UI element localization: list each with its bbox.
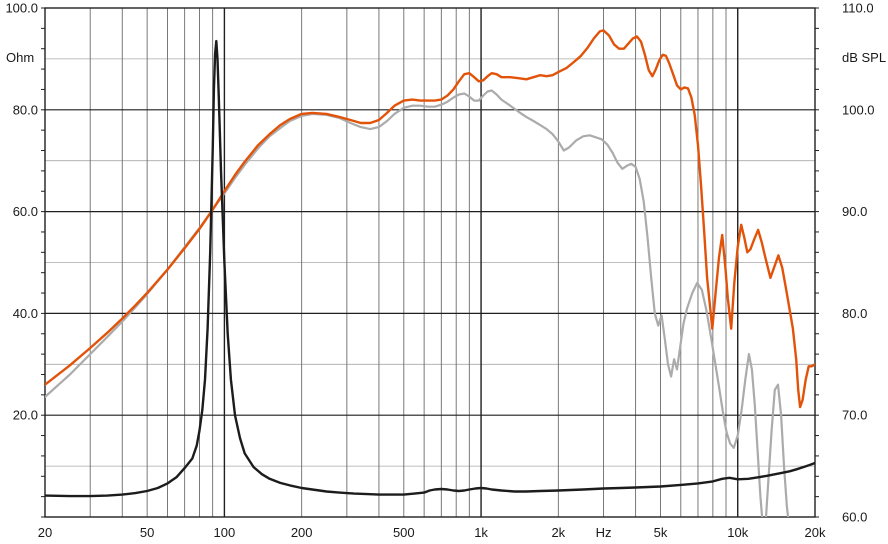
spl-primary-curve — [45, 29, 815, 409]
svg-text:60.0: 60.0 — [842, 510, 867, 525]
plot-border — [44, 7, 816, 518]
svg-text:2k: 2k — [551, 525, 565, 540]
svg-text:200: 200 — [291, 525, 313, 540]
svg-text:20.0: 20.0 — [13, 408, 38, 423]
svg-text:40.0: 40.0 — [13, 306, 38, 321]
left-axis-labels: 100.0 80.0 60.0 40.0 20.0 — [5, 1, 38, 423]
left-axis-title: Ohm — [6, 50, 34, 65]
svg-text:20k: 20k — [805, 525, 826, 540]
svg-text:10k: 10k — [727, 525, 748, 540]
axis-ticks-right — [815, 7, 819, 518]
svg-text:90.0: 90.0 — [842, 204, 867, 219]
svg-text:60.0: 60.0 — [13, 204, 38, 219]
svg-text:5k: 5k — [654, 525, 668, 540]
svg-text:500: 500 — [393, 525, 415, 540]
spl-secondary-curve — [45, 89, 790, 517]
right-axis-labels: 110.0 100.0 90.0 80.0 70.0 60.0 — [842, 1, 875, 525]
axis-ticks-left — [41, 7, 45, 518]
svg-text:80.0: 80.0 — [13, 102, 38, 117]
svg-text:Hz: Hz — [596, 525, 612, 540]
svg-text:1k: 1k — [474, 525, 488, 540]
svg-text:80.0: 80.0 — [842, 306, 867, 321]
x-axis-labels: 20 50 100 200 500 1k 2k Hz 5k 10k 20k — [38, 525, 826, 540]
impedance-curve — [45, 39, 815, 498]
svg-text:100: 100 — [214, 525, 236, 540]
grid-horizontal-minor — [45, 58, 815, 467]
svg-text:70.0: 70.0 — [842, 408, 867, 423]
svg-text:100.0: 100.0 — [5, 1, 38, 16]
svg-text:110.0: 110.0 — [842, 1, 874, 16]
svg-text:50: 50 — [140, 525, 154, 540]
right-axis-title: dB SPL — [842, 50, 886, 65]
svg-text:100.0: 100.0 — [842, 102, 875, 117]
svg-text:20: 20 — [38, 525, 52, 540]
